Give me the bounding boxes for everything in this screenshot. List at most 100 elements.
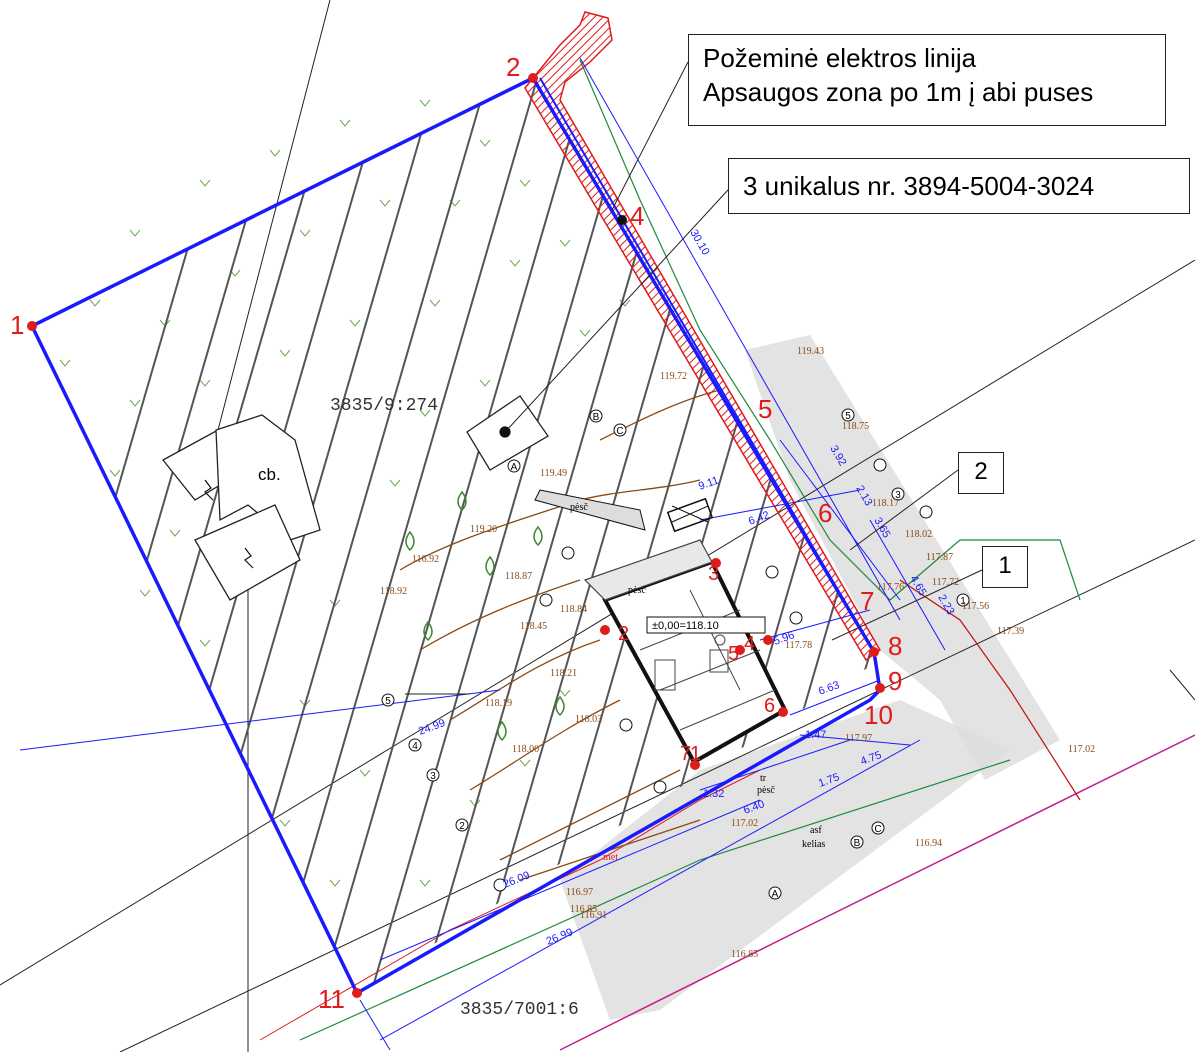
svg-text:A: A [511,462,518,473]
svg-text:4: 4 [744,633,755,655]
pese-label: pėsč [757,785,775,796]
svg-text:6.63: 6.63 [817,679,841,698]
electric-line-title: Požeminė elektros linija [703,43,977,73]
electric-line-callout: Požeminė elektros linija Apsaugos zona p… [688,34,1166,126]
green-utility-line [299,759,1011,1041]
svg-text:2: 2 [506,52,520,82]
callout-box-1: 1 [982,546,1028,588]
callout-box-2: 2 [958,452,1004,494]
svg-text:26.99: 26.99 [545,926,575,947]
neighbor-buildings [162,395,549,601]
parcel-number-south: 3835/7001:6 [460,1000,579,1020]
svg-text:2: 2 [459,821,465,832]
svg-text:7: 7 [680,743,691,765]
svg-text:4: 4 [412,741,418,752]
boundary-point-labels: 1 2 4 5 6 7 8 9 10 11 [10,52,902,1014]
tr-label: tr [760,773,767,784]
dimension-lines [19,57,946,1051]
svg-text:116.92: 116.92 [412,554,439,565]
unique-number-callout: 3 unikalus nr. 3894-5004-3024 [728,158,1190,214]
svg-text:117.97: 117.97 [845,733,872,744]
svg-text:119.49: 119.49 [540,468,567,479]
street-line [119,539,1195,1052]
svg-text:24.99: 24.99 [417,717,447,738]
electric-protection-zone [524,11,881,662]
svg-text:3: 3 [895,490,901,501]
point-4-marker [617,215,627,225]
axis-marker-labels: B C A 5 3 1 5 4 3 2 A B C [385,411,966,900]
electric-line-subtitle: Apsaugos zona po 1m į abi puses [703,77,1094,107]
svg-text:6: 6 [818,498,832,528]
red-utility-line [259,769,761,1041]
svg-text:119.20: 119.20 [470,524,497,535]
boundary-points [27,73,885,998]
parcel-number-main: 3835/9:274 [330,396,438,416]
svg-text:9: 9 [888,666,902,696]
svg-text:1.47: 1.47 [805,729,826,741]
svg-text:7: 7 [860,586,874,616]
svg-text:1: 1 [960,596,966,607]
terrace [534,489,714,533]
kelias-label: kelias [802,839,825,850]
street-line [0,259,1195,986]
elevation-zero-box [646,616,766,634]
pese-label-terrace: pėsč [570,502,588,513]
svg-text:116.85: 116.85 [570,904,597,915]
elevation-zero-label: ±0,00=118.10 [652,620,719,632]
red-utility-line-right [899,579,1081,801]
svg-text:118.00: 118.00 [512,744,539,755]
svg-text:5: 5 [758,394,772,424]
svg-text:117.56: 117.56 [962,601,989,612]
svg-text:118.17: 118.17 [872,498,899,509]
axis-markers [381,408,970,900]
svg-text:1: 1 [10,310,24,340]
svg-text:117.87: 117.87 [926,552,953,563]
svg-text:118.75: 118.75 [842,421,869,432]
svg-text:2: 2 [618,623,629,645]
svg-text:B: B [593,412,600,423]
road-shade-lower [560,700,1010,1020]
svg-text:C: C [874,824,881,835]
road-shade [745,335,1060,780]
svg-text:118.21: 118.21 [550,668,577,679]
building-point-labels: 1 2 3 4 5 6 7 [618,563,775,765]
street-line [204,0,331,481]
svg-text:118.45: 118.45 [520,621,547,632]
svg-text:3: 3 [430,771,436,782]
svg-text:B: B [854,838,861,849]
svg-text:116.94: 116.94 [915,838,942,849]
svg-text:118.02: 118.02 [905,529,932,540]
svg-text:10: 10 [864,700,893,730]
svg-text:117.02: 117.02 [731,818,758,829]
svg-text:117.78: 117.78 [785,640,812,651]
svg-text:4: 4 [630,201,644,231]
svg-text:118.87: 118.87 [505,571,532,582]
svg-text:116.91: 116.91 [580,910,607,921]
svg-text:118.03: 118.03 [575,714,602,725]
svg-text:8: 8 [888,631,902,661]
svg-text:117.02: 117.02 [1068,744,1095,755]
svg-text:117.39: 117.39 [997,626,1024,637]
pese-label-house: pėsč [628,585,646,596]
svg-text:117.76: 117.76 [877,582,904,593]
green-utility-line [579,59,1081,601]
svg-text:119.43: 119.43 [797,346,824,357]
svg-text:C: C [616,426,623,437]
elevation-labels: 119.43 118.75 119.72 118.17 118.02 117.8… [380,346,1095,960]
svg-text:5: 5 [845,411,851,422]
svg-text:118.92: 118.92 [380,586,407,597]
svg-text:116.85: 116.85 [731,949,758,960]
svg-text:A: A [772,889,779,900]
svg-text:6: 6 [764,695,775,717]
asf-label: asf [810,825,822,836]
svg-text:3: 3 [708,563,719,585]
unique-number-text: 3 unikalus nr. 3894-5004-3024 [743,171,1095,201]
svg-text:1: 1 [690,743,701,765]
magenta-utility-line [559,734,1195,1051]
met-label: met [603,852,618,863]
svg-text:118.84: 118.84 [560,604,587,615]
svg-text:1.32: 1.32 [703,788,724,800]
svg-text:5: 5 [385,696,391,707]
callout-leaders [405,61,1195,701]
tree-symbols [405,490,565,742]
